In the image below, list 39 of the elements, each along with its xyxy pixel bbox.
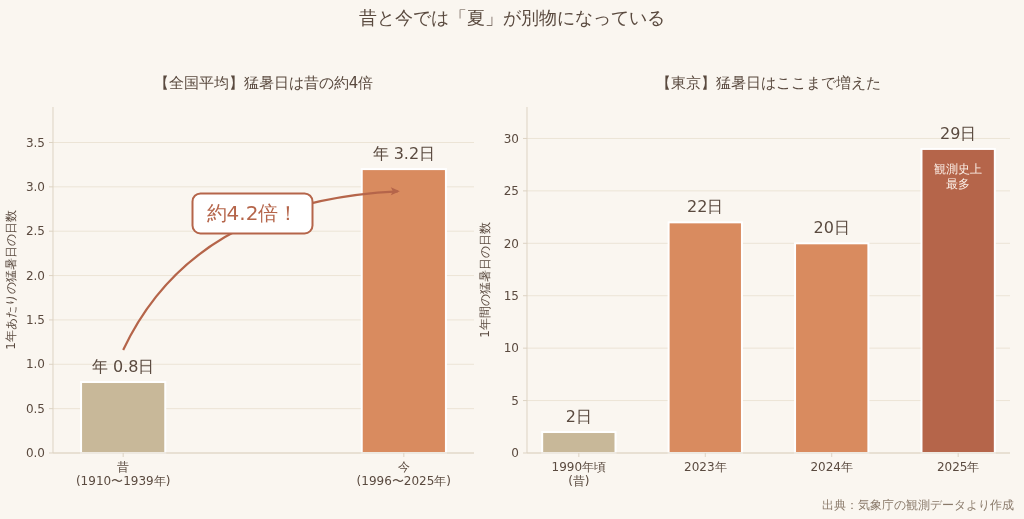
y-tick-label: 5 — [511, 393, 519, 408]
bar — [920, 147, 996, 454]
x-tick-label: 1990年頃 (昔) — [551, 460, 607, 488]
y-tick-label: 2.5 — [25, 224, 45, 239]
data-label: 29日 — [939, 123, 977, 143]
y-axis-title: 1年間の猛暑日の日数 — [478, 222, 492, 338]
source-note: 出典：気象庁の観測データより作成 — [822, 498, 1014, 512]
annotation: 観測史上最多 — [934, 161, 983, 191]
data-label: 20日 — [813, 218, 850, 238]
y-tick-label: 10 — [503, 341, 519, 356]
y-tick-label: 2.0 — [25, 268, 45, 283]
x-tick-label: 2023年 — [684, 460, 727, 474]
data-label: 2日 — [565, 407, 592, 427]
y-tick-label: 20 — [503, 236, 519, 251]
x-tick-label: 昔 (1910〜1939年) — [75, 460, 171, 488]
bar — [794, 242, 870, 454]
y-tick-label: 1.5 — [25, 313, 45, 328]
chart-subtitle: 【全国平均】猛暑日は昔の約4倍 — [153, 74, 374, 92]
y-tick-label: 3.5 — [25, 135, 45, 150]
annotation: 約4.2倍！ — [206, 201, 299, 226]
chart-title: 【東京】猛暑日はここまで増えた — [656, 74, 881, 92]
y-tick-label: 15 — [503, 288, 519, 303]
data-label: 年 3.2日 — [372, 144, 436, 164]
x-tick-label: 今 (1996〜2025年) — [356, 460, 452, 488]
x-tick-label: 2024年 — [810, 460, 853, 474]
x-tick-label: 2025年 — [936, 460, 980, 474]
bar — [541, 431, 617, 454]
y-tick-label: 0 — [511, 446, 519, 461]
y-axis-title: 1年あたりの猛暑日の日数 — [4, 210, 18, 350]
y-tick-label: 1.0 — [25, 357, 45, 372]
y-tick-label: 30 — [503, 131, 519, 146]
y-tick-label: 25 — [503, 184, 519, 199]
y-tick-label: 0.0 — [25, 446, 45, 461]
y-tick-label: 3.0 — [25, 180, 45, 195]
text: 昔と今では「夏」が別物になっている — [359, 7, 665, 28]
data-label: 年 0.8日 — [91, 357, 155, 377]
bar — [667, 221, 743, 454]
y-tick-label: 0.5 — [25, 401, 45, 416]
data-label: 22日 — [687, 197, 724, 217]
